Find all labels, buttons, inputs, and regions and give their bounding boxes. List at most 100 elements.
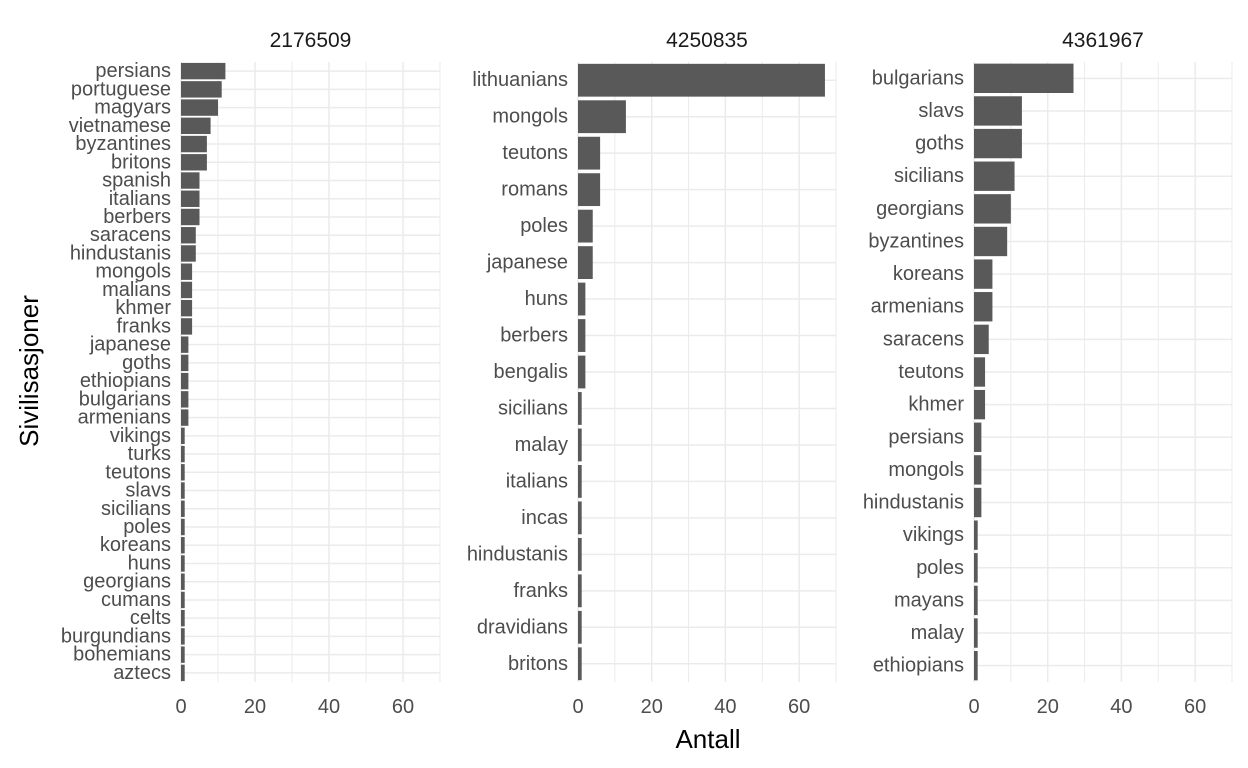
category-tick-label: japanese — [486, 252, 568, 274]
category-tick-label: georgians — [83, 571, 171, 593]
category-tick-label: bulgarians — [79, 388, 171, 410]
category-tick-label: hindustanis — [467, 543, 568, 565]
bar — [181, 172, 200, 189]
category-tick-label: vietnamese — [69, 115, 171, 137]
bar — [578, 319, 586, 352]
bar — [181, 245, 196, 262]
category-tick-label: britons — [508, 653, 568, 675]
bar — [578, 246, 593, 279]
category-tick-label: vikings — [903, 524, 964, 546]
x-tick-label: 60 — [788, 696, 810, 718]
category-tick-label: poles — [916, 557, 964, 579]
bar — [974, 618, 978, 648]
category-tick-label: teutons — [898, 361, 964, 383]
category-tick-label: georgians — [876, 198, 964, 220]
category-tick-label: saracens — [883, 328, 964, 350]
bar — [974, 520, 978, 550]
category-tick-label: magyars — [94, 97, 171, 119]
bar — [974, 324, 989, 355]
category-tick-label: italians — [109, 188, 171, 210]
category-tick-label: persians — [95, 60, 171, 82]
category-tick-label: aztecs — [113, 662, 171, 684]
category-tick-label: celts — [130, 607, 171, 629]
category-tick-label: mayans — [894, 589, 964, 611]
bar — [181, 263, 193, 280]
category-tick-label: portuguese — [71, 78, 171, 100]
bar — [181, 573, 185, 590]
bar — [181, 336, 189, 353]
bar — [181, 372, 189, 390]
bar — [181, 500, 185, 517]
category-tick-label: franks — [117, 315, 171, 337]
category-tick-label: byzantines — [868, 230, 964, 252]
bar — [974, 422, 982, 452]
bar — [181, 154, 207, 171]
bar — [578, 610, 582, 644]
bar — [181, 518, 185, 536]
bar — [181, 445, 185, 463]
bar — [974, 96, 1022, 126]
category-tick-label: saracens — [90, 224, 171, 246]
category-tick-label: malay — [911, 622, 964, 644]
bar — [181, 664, 185, 682]
category-tick-label: bulgarians — [872, 67, 964, 89]
x-tick-label: 20 — [1037, 696, 1059, 718]
bar — [181, 591, 185, 609]
y-axis-title: Sivilisasjoner — [14, 295, 44, 447]
bar — [974, 585, 978, 616]
bar — [578, 537, 582, 571]
category-tick-label: berbers — [500, 325, 568, 347]
bar — [578, 465, 582, 498]
bar — [578, 173, 601, 207]
bar — [181, 609, 185, 627]
bar — [974, 455, 982, 485]
bar — [974, 63, 1074, 93]
category-tick-label: armenians — [871, 296, 964, 318]
category-tick-label: teutons — [105, 461, 171, 483]
bar — [974, 259, 993, 289]
category-tick-label: sicilians — [894, 165, 964, 187]
category-tick-label: koreans — [100, 534, 171, 556]
category-tick-label: bohemians — [73, 644, 171, 666]
category-tick-label: burgundians — [61, 625, 171, 647]
bar — [181, 482, 185, 499]
x-tick-label: 0 — [968, 696, 979, 718]
bar — [974, 128, 1022, 159]
bar — [974, 194, 1011, 224]
category-tick-label: bengalis — [493, 361, 568, 383]
bar — [181, 628, 185, 645]
category-tick-label: goths — [915, 133, 964, 155]
x-tick-label: 0 — [572, 696, 583, 718]
category-tick-label: ethiopians — [873, 655, 964, 677]
bar — [974, 357, 986, 387]
x-tick-label: 20 — [641, 696, 663, 718]
bar — [181, 117, 211, 135]
bar — [181, 537, 185, 554]
category-tick-label: mongols — [492, 106, 568, 128]
category-tick-label: mongols — [888, 459, 964, 481]
bar — [974, 553, 978, 583]
bar — [578, 136, 601, 170]
category-tick-label: persians — [888, 426, 964, 448]
panel-2: lithuanians mongols teutons romans poles japa… — [467, 29, 837, 718]
bar — [181, 227, 196, 244]
bar — [181, 318, 193, 335]
bar — [578, 647, 582, 681]
bar — [578, 355, 586, 389]
bar — [181, 135, 207, 153]
category-tick-label: hindustanis — [70, 242, 171, 264]
x-tick-label: 0 — [175, 696, 186, 718]
bar — [974, 292, 993, 322]
category-tick-label: byzantines — [75, 133, 171, 155]
category-tick-label: khmer — [908, 394, 964, 416]
bar — [181, 208, 200, 226]
x-axis-title: Antall — [675, 724, 740, 754]
category-tick-label: dravidians — [477, 616, 568, 638]
bar — [181, 354, 189, 372]
bar — [181, 391, 189, 408]
category-tick-label: mongols — [95, 261, 171, 283]
x-tick-label: 60 — [1184, 696, 1206, 718]
bar — [181, 555, 185, 572]
category-tick-label: slavs — [918, 100, 964, 122]
